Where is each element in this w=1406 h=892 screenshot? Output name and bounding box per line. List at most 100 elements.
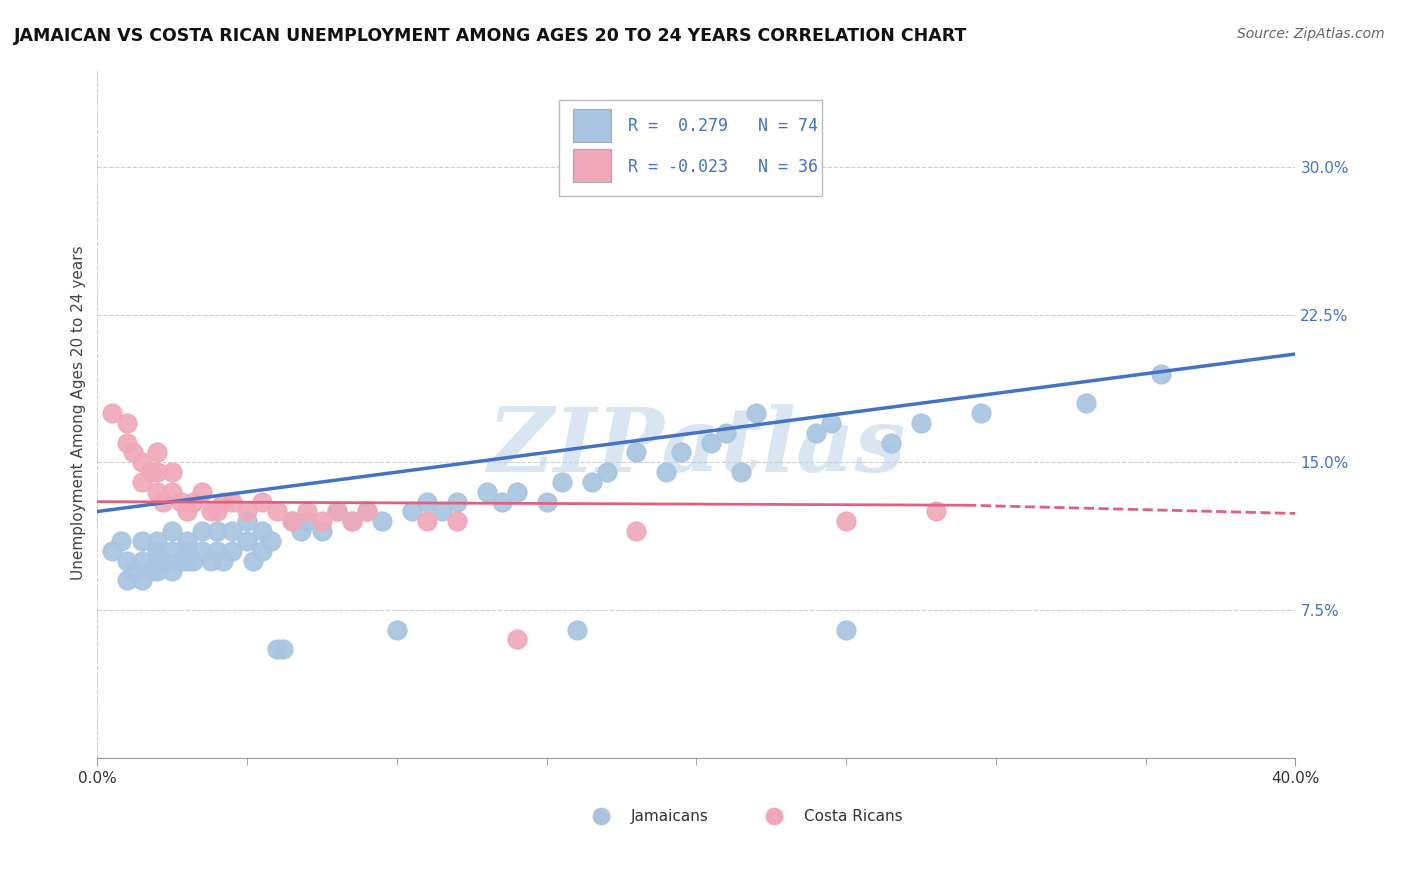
- Point: [117, 574, 139, 588]
- Point: [416, 494, 439, 508]
- Point: [430, 504, 453, 518]
- Point: [205, 544, 228, 558]
- Point: [212, 554, 235, 568]
- Point: [1074, 396, 1097, 410]
- Point: [835, 514, 858, 528]
- Point: [191, 524, 214, 539]
- Point: [221, 494, 243, 508]
- Point: [146, 484, 169, 499]
- Point: [700, 435, 723, 450]
- Point: [581, 475, 603, 489]
- Text: R = -0.023   N = 36: R = -0.023 N = 36: [628, 158, 818, 176]
- Point: [385, 623, 408, 637]
- Point: [340, 514, 363, 528]
- Point: [250, 494, 273, 508]
- FancyBboxPatch shape: [574, 109, 612, 142]
- Text: Jamaicans: Jamaicans: [630, 809, 709, 823]
- Point: [117, 416, 139, 430]
- Point: [910, 416, 932, 430]
- Point: [146, 465, 169, 479]
- Point: [191, 484, 214, 499]
- Point: [160, 484, 183, 499]
- Point: [446, 494, 468, 508]
- Point: [281, 514, 304, 528]
- Point: [266, 504, 288, 518]
- Point: [160, 524, 183, 539]
- Point: [505, 484, 527, 499]
- Point: [505, 632, 527, 647]
- Point: [205, 504, 228, 518]
- Point: [880, 435, 903, 450]
- Point: [260, 534, 283, 549]
- Point: [176, 544, 198, 558]
- Point: [970, 406, 993, 420]
- Point: [536, 494, 558, 508]
- Point: [152, 554, 174, 568]
- Point: [820, 416, 842, 430]
- Point: [281, 514, 304, 528]
- Point: [595, 465, 617, 479]
- Point: [250, 544, 273, 558]
- Point: [295, 514, 318, 528]
- Point: [835, 623, 858, 637]
- Point: [176, 534, 198, 549]
- Point: [356, 504, 378, 518]
- Point: [117, 554, 139, 568]
- Point: [716, 425, 738, 440]
- Point: [101, 544, 124, 558]
- Point: [146, 445, 169, 459]
- Text: Source: ZipAtlas.com: Source: ZipAtlas.com: [1237, 27, 1385, 41]
- Point: [141, 564, 163, 578]
- Point: [416, 514, 439, 528]
- FancyBboxPatch shape: [574, 149, 612, 182]
- Point: [131, 475, 153, 489]
- Text: R =  0.279   N = 74: R = 0.279 N = 74: [628, 117, 818, 135]
- Point: [730, 465, 752, 479]
- Point: [236, 504, 259, 518]
- Point: [170, 554, 193, 568]
- Point: [110, 534, 132, 549]
- Point: [141, 465, 163, 479]
- Point: [491, 494, 513, 508]
- Point: [236, 534, 259, 549]
- Point: [326, 504, 349, 518]
- Point: [266, 642, 288, 657]
- Text: Costa Ricans: Costa Ricans: [804, 809, 903, 823]
- Point: [160, 465, 183, 479]
- Point: [160, 564, 183, 578]
- Point: [326, 504, 349, 518]
- Point: [745, 406, 768, 420]
- Point: [655, 465, 678, 479]
- Point: [117, 435, 139, 450]
- Point: [181, 554, 204, 568]
- Point: [626, 445, 648, 459]
- Point: [311, 524, 333, 539]
- Point: [806, 425, 828, 440]
- Point: [212, 494, 235, 508]
- Point: [152, 494, 174, 508]
- Point: [295, 504, 318, 518]
- Point: [131, 574, 153, 588]
- Point: [131, 554, 153, 568]
- Point: [176, 504, 198, 518]
- Point: [200, 554, 222, 568]
- FancyBboxPatch shape: [558, 100, 823, 196]
- Point: [371, 514, 394, 528]
- Point: [221, 524, 243, 539]
- Point: [131, 455, 153, 469]
- Point: [446, 514, 468, 528]
- Point: [1150, 367, 1173, 381]
- Point: [131, 534, 153, 549]
- Point: [271, 642, 294, 657]
- Point: [626, 524, 648, 539]
- Point: [311, 514, 333, 528]
- Point: [236, 514, 259, 528]
- Text: ZIPatlas: ZIPatlas: [488, 404, 905, 491]
- Point: [146, 544, 169, 558]
- Point: [565, 623, 588, 637]
- Point: [290, 524, 312, 539]
- Point: [475, 484, 498, 499]
- Point: [101, 406, 124, 420]
- Point: [181, 494, 204, 508]
- Point: [205, 524, 228, 539]
